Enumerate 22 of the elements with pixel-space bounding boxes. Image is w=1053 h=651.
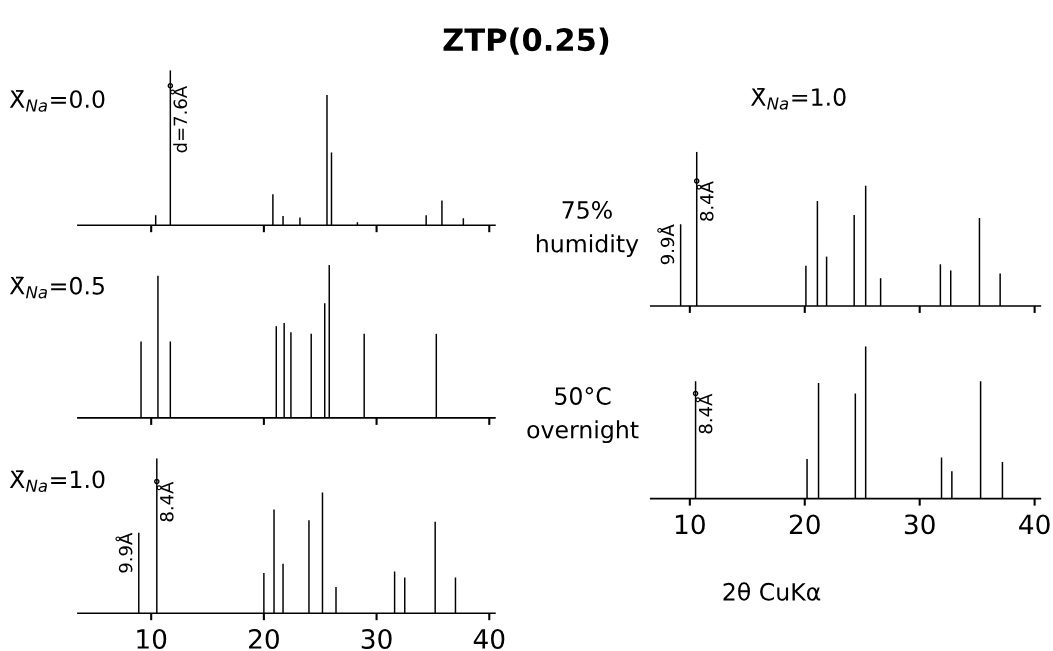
annotation: 8.4Å (156, 481, 174, 522)
y-axis-title: X̄$_{Na}$=0.5 (9, 276, 104, 299)
x-tick-label: 10 (675, 514, 705, 535)
x-tick-label: 10 (137, 628, 167, 649)
x-tick-label: 30 (904, 514, 935, 535)
chart-title: ZTP(0.25) (443, 27, 609, 55)
y-axis-title: X̄$_{Na}$=0.0 (9, 90, 105, 112)
x-tick-label: 20 (789, 514, 820, 535)
y-axis-title: 50°C overnight (527, 387, 639, 444)
annotation: 9.9Å (657, 224, 675, 265)
annotation: d=7.6Å (170, 85, 188, 153)
annotation: 8.4Å (695, 393, 713, 434)
chart-subtitle: X̄$_{Na}$=1.0 (750, 88, 846, 110)
annotation: 9.9Å (115, 532, 133, 573)
y-axis-title: 75% humidity (536, 201, 639, 258)
x-axis-title: 2θ CuKα (723, 582, 821, 601)
annotation: 8.4Å (696, 181, 714, 221)
y-axis-title: X̄$_{Na}$=1.0 (9, 470, 105, 493)
x-tick-label: 40 (1019, 514, 1050, 535)
x-tick-label: 20 (249, 628, 279, 649)
x-tick-label: 40 (473, 628, 505, 649)
x-tick-label: 30 (361, 628, 392, 649)
